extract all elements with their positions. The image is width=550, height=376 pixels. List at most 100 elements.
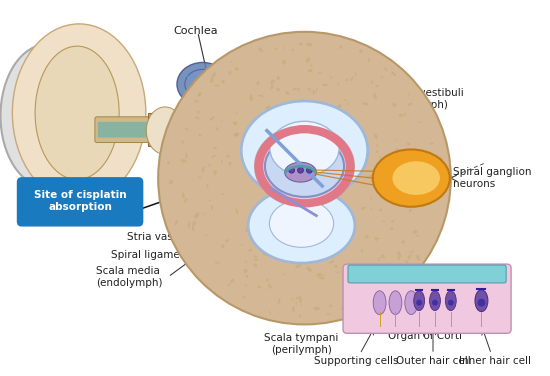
Ellipse shape [384, 68, 387, 71]
Ellipse shape [402, 240, 405, 244]
Ellipse shape [429, 143, 434, 145]
Ellipse shape [277, 114, 279, 116]
Ellipse shape [257, 286, 261, 289]
FancyBboxPatch shape [17, 177, 144, 227]
Ellipse shape [412, 230, 418, 234]
Ellipse shape [35, 46, 119, 180]
Ellipse shape [248, 224, 254, 226]
Ellipse shape [254, 263, 257, 268]
FancyBboxPatch shape [98, 122, 147, 138]
Ellipse shape [301, 99, 305, 104]
Ellipse shape [323, 84, 326, 85]
Ellipse shape [314, 306, 320, 311]
Ellipse shape [376, 144, 378, 147]
Text: Spiral ganglion
neurons: Spiral ganglion neurons [453, 167, 531, 189]
Ellipse shape [367, 174, 373, 178]
Ellipse shape [379, 208, 382, 212]
Ellipse shape [221, 120, 223, 122]
Ellipse shape [214, 173, 216, 176]
Ellipse shape [438, 157, 442, 160]
Ellipse shape [258, 50, 265, 52]
Ellipse shape [306, 57, 310, 63]
Ellipse shape [408, 183, 414, 188]
Ellipse shape [306, 267, 312, 272]
Text: Scala media
(endolymph): Scala media (endolymph) [96, 266, 162, 288]
Ellipse shape [276, 88, 280, 91]
Ellipse shape [414, 291, 425, 311]
Ellipse shape [341, 308, 344, 310]
Ellipse shape [234, 133, 239, 135]
Ellipse shape [221, 160, 223, 163]
Ellipse shape [318, 71, 321, 74]
Ellipse shape [334, 265, 338, 268]
Ellipse shape [383, 156, 386, 158]
Ellipse shape [391, 220, 394, 223]
Ellipse shape [213, 170, 217, 174]
Ellipse shape [254, 255, 257, 258]
Ellipse shape [299, 42, 303, 45]
Ellipse shape [301, 110, 305, 113]
Ellipse shape [230, 61, 233, 64]
Ellipse shape [338, 83, 339, 85]
Ellipse shape [256, 81, 260, 85]
Ellipse shape [233, 133, 239, 137]
Ellipse shape [412, 164, 415, 167]
Ellipse shape [390, 227, 393, 230]
Ellipse shape [295, 302, 297, 304]
Ellipse shape [245, 227, 248, 232]
Ellipse shape [339, 45, 342, 49]
Ellipse shape [350, 76, 354, 82]
Ellipse shape [209, 117, 214, 121]
Ellipse shape [361, 249, 364, 252]
Ellipse shape [393, 161, 440, 195]
Ellipse shape [230, 279, 234, 283]
Ellipse shape [248, 188, 355, 263]
Ellipse shape [277, 76, 280, 80]
Ellipse shape [328, 255, 333, 258]
Ellipse shape [285, 91, 290, 95]
Ellipse shape [321, 274, 326, 276]
Ellipse shape [214, 147, 217, 149]
Ellipse shape [371, 80, 373, 84]
Ellipse shape [270, 200, 334, 247]
Ellipse shape [252, 259, 258, 261]
Ellipse shape [298, 251, 301, 253]
Ellipse shape [243, 296, 245, 299]
Ellipse shape [311, 63, 312, 67]
Ellipse shape [428, 185, 433, 189]
Bar [148, 113, 153, 147]
Text: Cochlea: Cochlea [173, 26, 218, 36]
Ellipse shape [307, 88, 311, 91]
FancyBboxPatch shape [95, 117, 153, 143]
Ellipse shape [368, 58, 370, 62]
Circle shape [416, 300, 422, 306]
Ellipse shape [185, 152, 188, 159]
Ellipse shape [199, 134, 202, 137]
Ellipse shape [324, 106, 328, 110]
Ellipse shape [331, 108, 333, 111]
Ellipse shape [392, 103, 397, 107]
Ellipse shape [184, 198, 188, 203]
Ellipse shape [408, 103, 412, 106]
Ellipse shape [192, 224, 194, 231]
Text: Supporting cells: Supporting cells [314, 356, 398, 366]
Ellipse shape [265, 105, 270, 110]
Ellipse shape [206, 184, 209, 188]
Ellipse shape [169, 180, 173, 185]
Ellipse shape [373, 93, 377, 100]
Ellipse shape [241, 101, 368, 200]
Ellipse shape [407, 143, 410, 146]
Ellipse shape [222, 80, 225, 83]
Ellipse shape [348, 237, 351, 241]
Ellipse shape [233, 121, 237, 125]
Ellipse shape [359, 49, 362, 53]
Ellipse shape [240, 244, 243, 246]
Ellipse shape [312, 90, 315, 94]
Ellipse shape [322, 84, 328, 86]
Ellipse shape [420, 186, 426, 190]
Circle shape [306, 167, 312, 173]
Ellipse shape [226, 155, 229, 158]
Ellipse shape [250, 234, 254, 236]
Ellipse shape [250, 95, 253, 101]
Ellipse shape [294, 255, 300, 259]
